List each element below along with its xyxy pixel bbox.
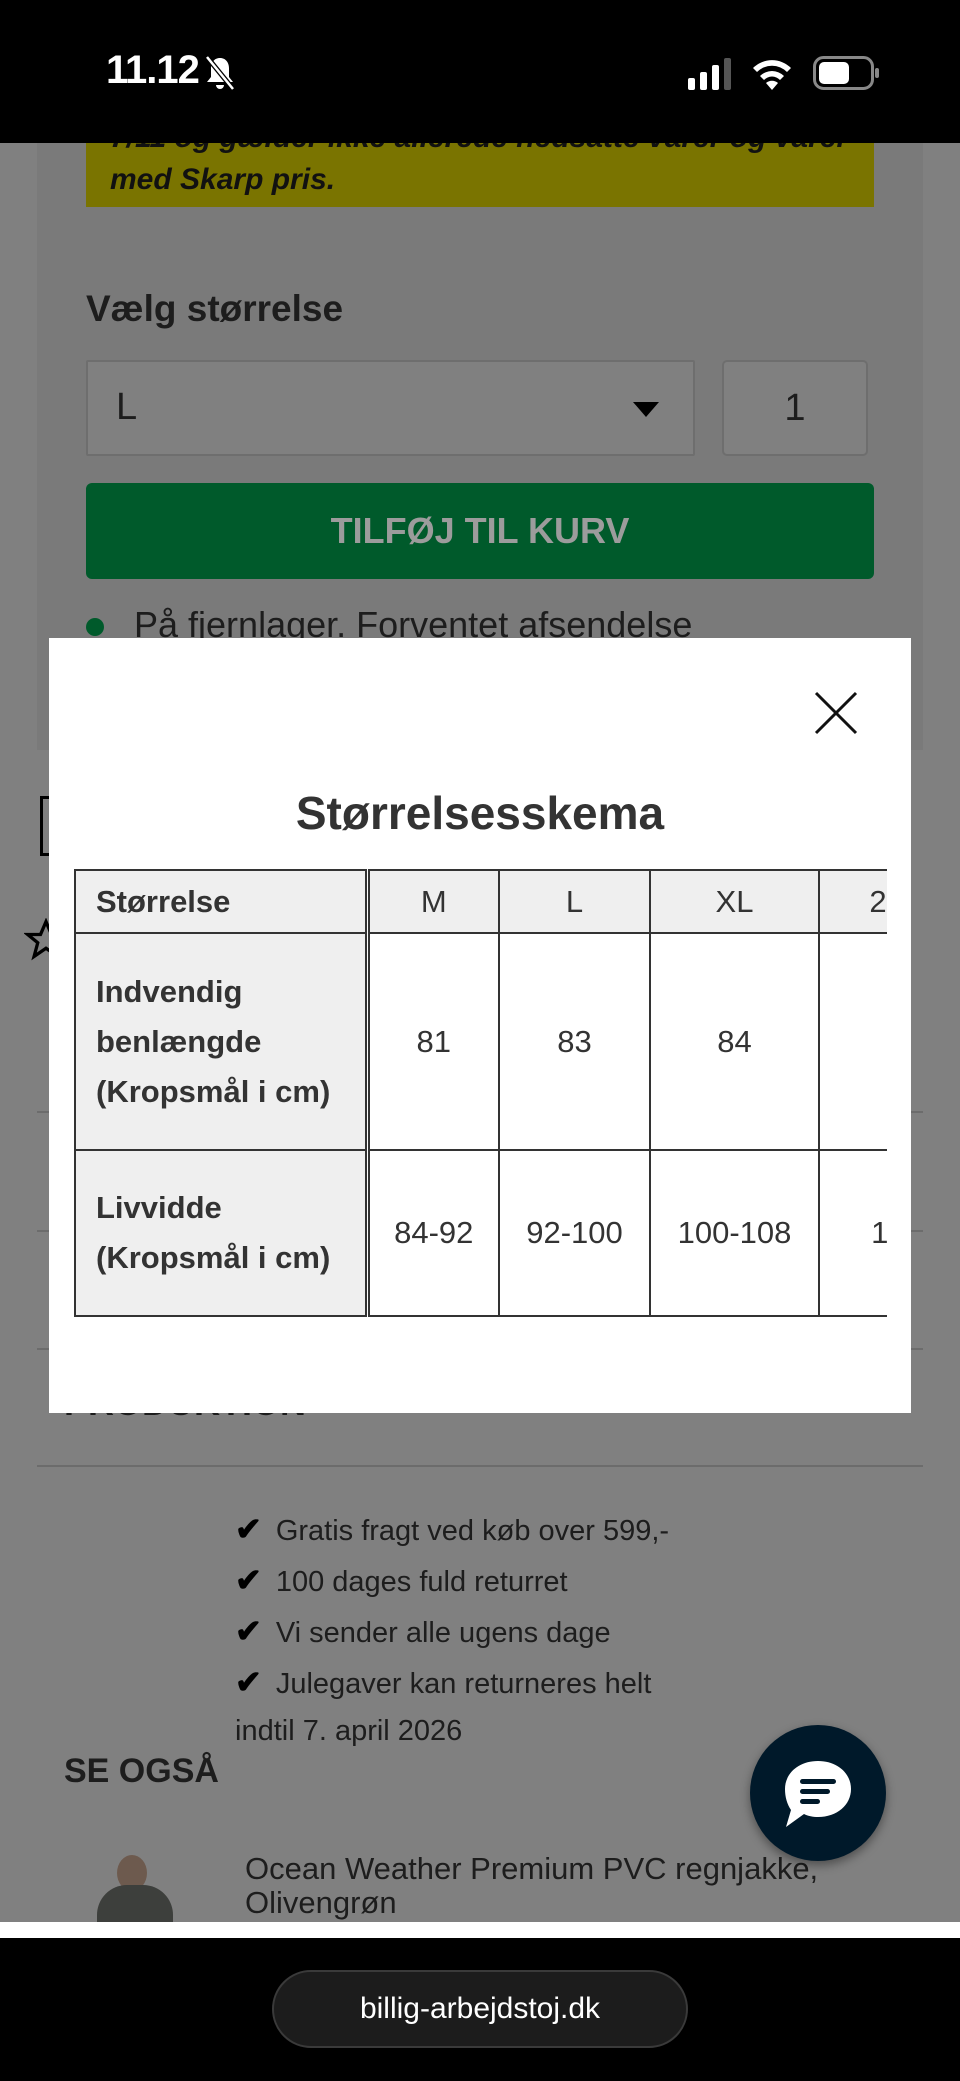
caret-down-icon (633, 402, 659, 417)
add-to-cart-button[interactable]: TILFØJ TIL KURV (86, 483, 874, 579)
benefits-list: ✔ Gratis fragt ved køb over 599,- ✔ 100 da… (235, 1505, 669, 1753)
chat-button[interactable] (750, 1725, 886, 1861)
benefit-item: ✔ Gratis fragt ved køb over 599,- (235, 1511, 670, 1547)
table-cell: 8 (818, 932, 887, 1151)
benefit-item: ✔ 100 dages fuld returret (235, 1562, 568, 1598)
row-label: Livvidde (Kropsmål i cm) (74, 1149, 370, 1317)
checkmark-icon: ✔ (235, 1664, 262, 1700)
table-row: Livvidde (Kropsmål i cm) 84-92 92-100 10… (74, 1149, 887, 1317)
bell-slash-icon (205, 55, 235, 91)
bracket-icon (40, 796, 50, 856)
see-also-heading: SE OGSÅ (64, 1752, 219, 1790)
checkmark-icon: ✔ (235, 1511, 262, 1547)
promo-banner: 7/11 og gælder ikke allerede nedsatte va… (86, 143, 874, 207)
size-chart-modal: Størrelsesskema Størrelse M L XL 2XL Ind… (49, 638, 911, 1413)
page-bottom-edge (0, 1922, 960, 1938)
wifi-icon (753, 60, 791, 90)
status-time: 11.12 (106, 48, 200, 92)
close-icon[interactable] (813, 690, 859, 736)
header-cell: M (366, 869, 500, 934)
size-select[interactable]: L (86, 360, 695, 456)
table-cell: 92-100 (498, 1149, 651, 1317)
size-label: Vælg størrelse (86, 288, 344, 329)
url-bar[interactable]: billig-arbejdstoj.dk (272, 1970, 688, 2048)
table-cell: 84-92 (366, 1149, 500, 1317)
chat-bubble-icon (785, 1761, 851, 1827)
benefit-item: ✔ Julegaver kan returneres helt (235, 1664, 652, 1700)
table-header-row: Størrelse M L XL 2XL (74, 869, 887, 934)
table-cell: 81 (366, 932, 500, 1151)
size-chart-table: Størrelse M L XL 2XL Indvendig benlængde… (74, 869, 887, 1319)
checkmark-icon: ✔ (235, 1613, 262, 1649)
divider (37, 1465, 923, 1467)
table-cell: 83 (498, 932, 651, 1151)
table-cell: 100-108 (649, 1149, 820, 1317)
stock-status-dot-icon (86, 618, 104, 636)
table-cell: 108 (818, 1149, 887, 1317)
header-cell: L (498, 869, 651, 934)
size-select-value: L (116, 386, 138, 428)
quantity-input[interactable]: 1 (722, 360, 868, 456)
signal-icon (688, 58, 731, 90)
table-cell: 84 (649, 932, 820, 1151)
related-product-link[interactable]: Ocean Weather Premium PVC regnjakke, Oli… (245, 1851, 819, 1920)
promo-banner-text: 7/11 og gælder ikke allerede nedsatte va… (110, 143, 848, 196)
benefit-item: ✔ Vi sender alle ugens dage (235, 1613, 611, 1649)
battery-icon (813, 56, 879, 90)
header-cell: 2XL (818, 869, 887, 934)
header-cell: Størrelse (74, 869, 370, 934)
header-cell: XL (649, 869, 820, 934)
row-label: Indvendig benlængde (Kropsmål i cm) (74, 932, 370, 1151)
checkmark-icon: ✔ (235, 1562, 262, 1598)
status-bar: 11.12 (0, 0, 960, 143)
benefit-note: indtil 7. april 2026 (235, 1715, 463, 1747)
table-row: Indvendig benlængde (Kropsmål i cm) 81 8… (74, 932, 887, 1151)
modal-title: Størrelsesskema (295, 787, 665, 839)
